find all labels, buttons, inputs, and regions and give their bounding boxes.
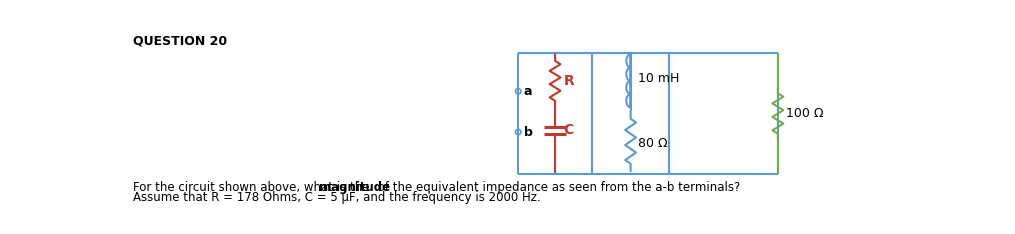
Text: b: b xyxy=(524,125,533,139)
Text: Assume that R = 178 Ohms, C = 5 μF, and the frequency is 2000 Hz.: Assume that R = 178 Ohms, C = 5 μF, and … xyxy=(133,190,541,204)
Text: of the equivalent impedance as seen from the a-b terminals?: of the equivalent impedance as seen from… xyxy=(375,181,741,194)
Text: QUESTION 20: QUESTION 20 xyxy=(133,34,227,47)
Text: 10 mH: 10 mH xyxy=(638,72,680,85)
Text: a: a xyxy=(524,85,532,98)
Text: For the circuit shown above, what is the: For the circuit shown above, what is the xyxy=(133,181,374,194)
Text: magnitude: magnitude xyxy=(320,181,391,194)
Text: R: R xyxy=(563,74,574,88)
Text: C: C xyxy=(563,124,573,138)
Text: 80 Ω: 80 Ω xyxy=(638,137,668,150)
Text: 100 Ω: 100 Ω xyxy=(786,107,823,120)
